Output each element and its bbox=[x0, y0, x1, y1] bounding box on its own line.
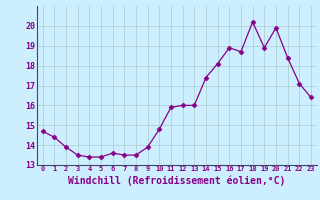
X-axis label: Windchill (Refroidissement éolien,°C): Windchill (Refroidissement éolien,°C) bbox=[68, 175, 285, 186]
